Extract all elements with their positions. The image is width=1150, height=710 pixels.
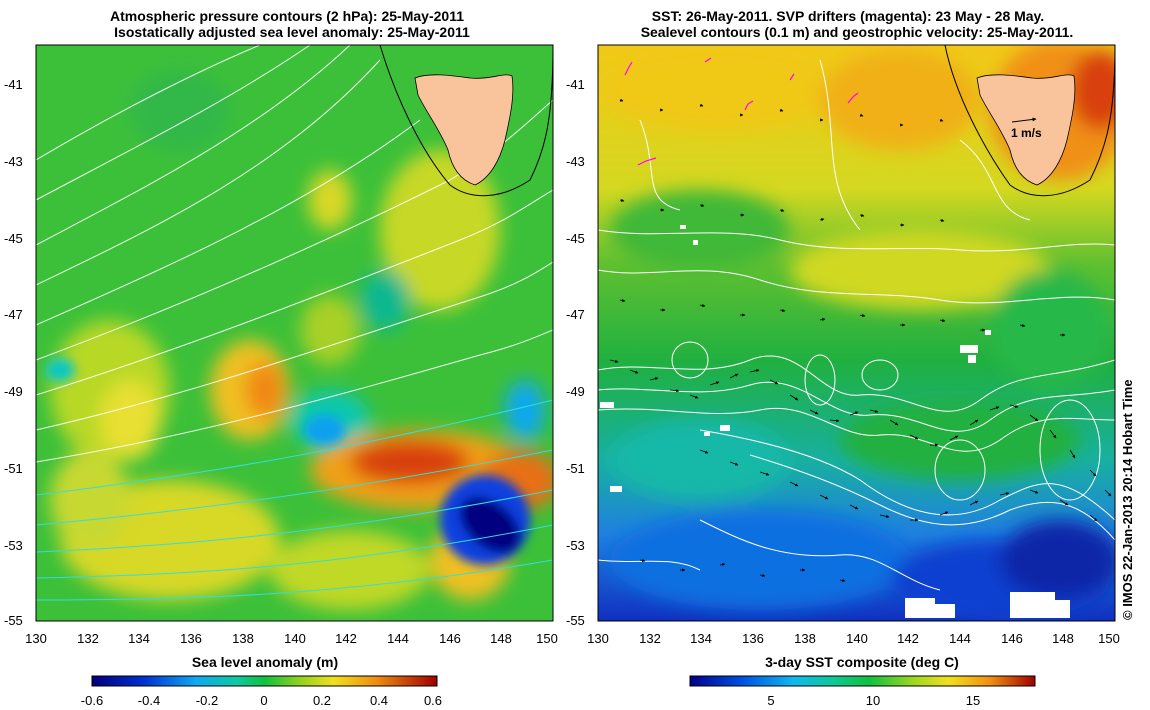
left-x-axis: 130 132 134 136 138 140 142 144 146 148 …: [25, 631, 558, 646]
left-y-tick: -51: [4, 461, 23, 476]
left-y-tick: -45: [4, 231, 23, 246]
right-x-tick: 130: [587, 631, 609, 646]
left-colorbar-label: Sea level anomaly (m): [192, 654, 338, 670]
left-x-tick: 132: [77, 631, 99, 646]
left-y-tick: -43: [4, 154, 23, 169]
left-x-tick: 142: [335, 631, 357, 646]
left-y-tick: -47: [4, 307, 23, 322]
right-title-line1: SST: 26-May-2011. SVP drifters (magenta)…: [652, 8, 1044, 24]
left-x-tick: 130: [25, 631, 47, 646]
sla-colorbar-tick: -0.2: [196, 693, 218, 708]
right-y-tick: -45: [566, 231, 585, 246]
sla-colorbar-tick: 0: [260, 693, 267, 708]
right-y-tick: -47: [566, 307, 585, 322]
left-x-tick: 150: [536, 631, 558, 646]
right-colorbar-label: 3-day SST composite (deg C): [765, 654, 959, 670]
left-x-tick: 146: [439, 631, 461, 646]
right-x-tick: 138: [794, 631, 816, 646]
left-colorbar-ticks: -0.6 -0.4 -0.2 0 0.2 0.4 0.6: [81, 693, 442, 708]
sea-level-anomaly-map: [36, 45, 553, 621]
left-title-line1: Atmospheric pressure contours (2 hPa): 2…: [110, 8, 464, 24]
left-x-tick: 136: [180, 631, 202, 646]
right-x-tick: 148: [1052, 631, 1074, 646]
left-x-tick: 140: [284, 631, 306, 646]
right-y-tick: -51: [566, 461, 585, 476]
right-x-tick: 150: [1098, 631, 1120, 646]
sla-colorbar-tick: -0.6: [81, 693, 103, 708]
right-x-tick: 144: [949, 631, 971, 646]
tasmania-land: [976, 74, 1076, 186]
sla-colorbar: [91, 675, 438, 687]
sst-colorbar-tick: 10: [866, 693, 880, 708]
right-colorbar-ticks: 5 10 15: [767, 693, 980, 708]
tasmania-land: [414, 74, 514, 186]
right-y-tick: -43: [566, 154, 585, 169]
velocity-scale-arrow: [1011, 117, 1037, 123]
right-x-tick: 140: [846, 631, 868, 646]
right-x-tick: 142: [897, 631, 919, 646]
right-y-tick: -53: [566, 538, 585, 553]
velocity-scale-label: 1 m/s: [1011, 126, 1042, 140]
left-y-tick: -53: [4, 538, 23, 553]
left-x-tick: 138: [232, 631, 254, 646]
right-x-tick: 134: [690, 631, 712, 646]
sst-colorbar-tick: 15: [966, 693, 980, 708]
sla-colorbar-tick: 0.4: [370, 693, 388, 708]
left-y-tick: -55: [4, 613, 23, 628]
right-y-tick: -55: [566, 613, 585, 628]
right-y-axis: -41 -43 -45 -47 -49 -51 -53 -55: [566, 77, 585, 628]
right-x-tick: 136: [742, 631, 764, 646]
left-x-tick: 134: [128, 631, 150, 646]
sst-colorbar: [689, 675, 1036, 687]
right-y-tick: -41: [566, 77, 585, 92]
copyright-credit: © IMOS 22-Jan-2013 20:14 Hobart Time: [1120, 379, 1135, 620]
right-title-line2: Sealevel contours (0.1 m) and geostrophi…: [641, 24, 1074, 40]
sla-colorbar-tick: -0.4: [138, 693, 160, 708]
sla-colorbar-tick: 0.2: [313, 693, 331, 708]
sla-colorbar-tick: 0.6: [424, 693, 442, 708]
left-y-tick: -49: [4, 384, 23, 399]
left-x-tick: 148: [490, 631, 512, 646]
right-y-tick: -49: [566, 384, 585, 399]
right-x-axis: 130 132 134 136 138 140 142 144 146 148 …: [587, 631, 1120, 646]
sst-colorbar-tick: 5: [767, 693, 774, 708]
left-x-tick: 144: [387, 631, 409, 646]
left-y-axis: -41 -43 -45 -47 -49 -51 -53 -55: [4, 77, 23, 628]
sst-map: 1 m/s: [598, 45, 1115, 621]
left-title-line2: Isostatically adjusted sea level anomaly…: [114, 24, 470, 40]
left-y-tick: -41: [4, 77, 23, 92]
right-x-tick: 132: [639, 631, 661, 646]
right-x-tick: 146: [1001, 631, 1023, 646]
